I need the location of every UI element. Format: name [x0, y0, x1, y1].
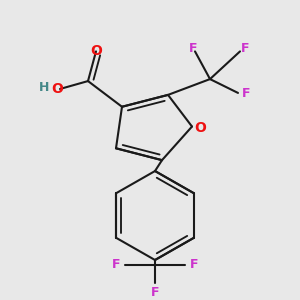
Text: F: F [112, 258, 120, 272]
Text: F: F [242, 87, 250, 101]
Text: O: O [51, 82, 63, 96]
Text: F: F [151, 286, 159, 299]
Text: F: F [241, 42, 249, 55]
Text: O: O [90, 44, 102, 58]
Text: H: H [39, 82, 49, 94]
Text: F: F [190, 258, 198, 272]
Text: F: F [189, 42, 197, 55]
Text: O: O [194, 121, 206, 134]
